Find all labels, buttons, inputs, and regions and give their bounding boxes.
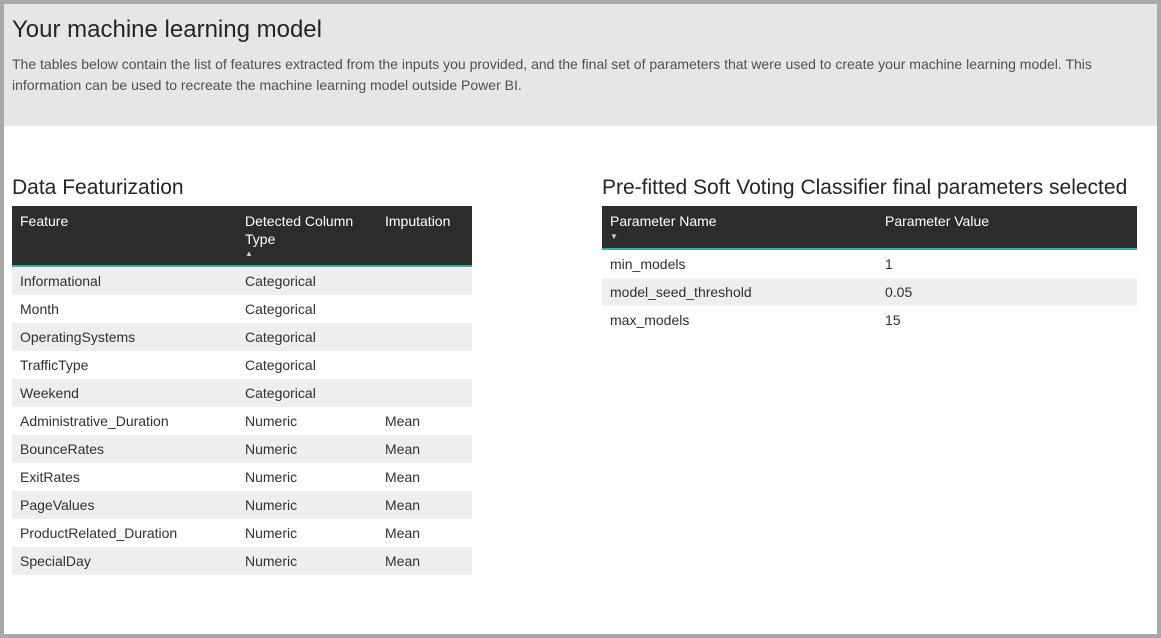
cell: Mean — [377, 435, 472, 463]
sort-ascending-icon: ▲ — [245, 250, 369, 258]
cell: Categorical — [237, 323, 377, 351]
cell: OperatingSystems — [12, 323, 237, 351]
table-row[interactable]: InformationalCategorical — [12, 267, 472, 295]
report-page: Your machine learning model The tables b… — [4, 4, 1157, 634]
content-area: Data Featurization Feature Detected Colu… — [4, 126, 1157, 585]
column-header-detected-type[interactable]: Detected Column Type ▲ — [237, 206, 377, 265]
cell: max_models — [602, 306, 877, 334]
page-title: Your machine learning model — [12, 16, 1149, 44]
cell: Mean — [377, 491, 472, 519]
cell: Categorical — [237, 267, 377, 295]
featurization-section: Data Featurization Feature Detected Colu… — [12, 176, 472, 575]
table-row[interactable]: min_models1 — [602, 250, 1137, 278]
cell: BounceRates — [12, 435, 237, 463]
header-band: Your machine learning model The tables b… — [4, 4, 1157, 126]
featurization-table[interactable]: Feature Detected Column Type ▲ Imputatio… — [12, 206, 472, 575]
cell: Month — [12, 295, 237, 323]
cell: model_seed_threshold — [602, 278, 877, 306]
cell: Weekend — [12, 379, 237, 407]
cell: 15 — [877, 306, 1137, 334]
cell: 0.05 — [877, 278, 1137, 306]
cell: Mean — [377, 519, 472, 547]
page-description: The tables below contain the list of fea… — [12, 54, 1092, 96]
cell: Administrative_Duration — [12, 407, 237, 435]
cell: Numeric — [237, 491, 377, 519]
table-row[interactable]: PageValuesNumericMean — [12, 491, 472, 519]
cell: Numeric — [237, 435, 377, 463]
column-header-label: Parameter Value — [885, 213, 989, 229]
cell: Categorical — [237, 379, 377, 407]
cell: 1 — [877, 250, 1137, 278]
cell: Informational — [12, 267, 237, 295]
table-row[interactable]: WeekendCategorical — [12, 379, 472, 407]
column-header-imputation[interactable]: Imputation — [377, 206, 472, 265]
cell: Categorical — [237, 351, 377, 379]
table-row[interactable]: ProductRelated_DurationNumericMean — [12, 519, 472, 547]
table-row[interactable]: model_seed_threshold0.05 — [602, 278, 1137, 306]
cell: PageValues — [12, 491, 237, 519]
table-row[interactable]: ExitRatesNumericMean — [12, 463, 472, 491]
sort-descending-icon: ▼ — [610, 233, 869, 241]
cell — [377, 351, 472, 379]
cell: min_models — [602, 250, 877, 278]
parameters-title: Pre-fitted Soft Voting Classifier final … — [602, 176, 1137, 200]
cell — [377, 267, 472, 295]
parameters-table[interactable]: Parameter Name ▼ Parameter Value min_mod… — [602, 206, 1137, 334]
cell: Mean — [377, 547, 472, 575]
cell: Numeric — [237, 547, 377, 575]
cell — [377, 379, 472, 407]
table-row[interactable]: SpecialDayNumericMean — [12, 547, 472, 575]
table-row[interactable]: OperatingSystemsCategorical — [12, 323, 472, 351]
cell: ExitRates — [12, 463, 237, 491]
cell: Mean — [377, 463, 472, 491]
table-row[interactable]: max_models15 — [602, 306, 1137, 334]
cell: SpecialDay — [12, 547, 237, 575]
column-header-feature[interactable]: Feature — [12, 206, 237, 265]
cell: ProductRelated_Duration — [12, 519, 237, 547]
cell: Numeric — [237, 463, 377, 491]
table-row[interactable]: TrafficTypeCategorical — [12, 351, 472, 379]
column-header-param-name[interactable]: Parameter Name ▼ — [602, 206, 877, 248]
cell — [377, 295, 472, 323]
cell: Numeric — [237, 407, 377, 435]
parameters-tbody: min_models1model_seed_threshold0.05max_m… — [602, 248, 1137, 334]
cell: Numeric — [237, 519, 377, 547]
cell: TrafficType — [12, 351, 237, 379]
parameters-section: Pre-fitted Soft Voting Classifier final … — [602, 176, 1137, 575]
column-header-label: Detected Column Type — [245, 213, 353, 247]
table-row[interactable]: MonthCategorical — [12, 295, 472, 323]
cell: Categorical — [237, 295, 377, 323]
column-header-label: Imputation — [385, 213, 450, 229]
featurization-tbody: InformationalCategoricalMonthCategorical… — [12, 265, 472, 575]
cell: Mean — [377, 407, 472, 435]
table-row[interactable]: Administrative_DurationNumericMean — [12, 407, 472, 435]
table-row[interactable]: BounceRatesNumericMean — [12, 435, 472, 463]
column-header-label: Parameter Name — [610, 213, 717, 229]
column-header-label: Feature — [20, 213, 68, 229]
cell — [377, 323, 472, 351]
column-header-param-value[interactable]: Parameter Value — [877, 206, 1137, 248]
featurization-title: Data Featurization — [12, 176, 472, 200]
